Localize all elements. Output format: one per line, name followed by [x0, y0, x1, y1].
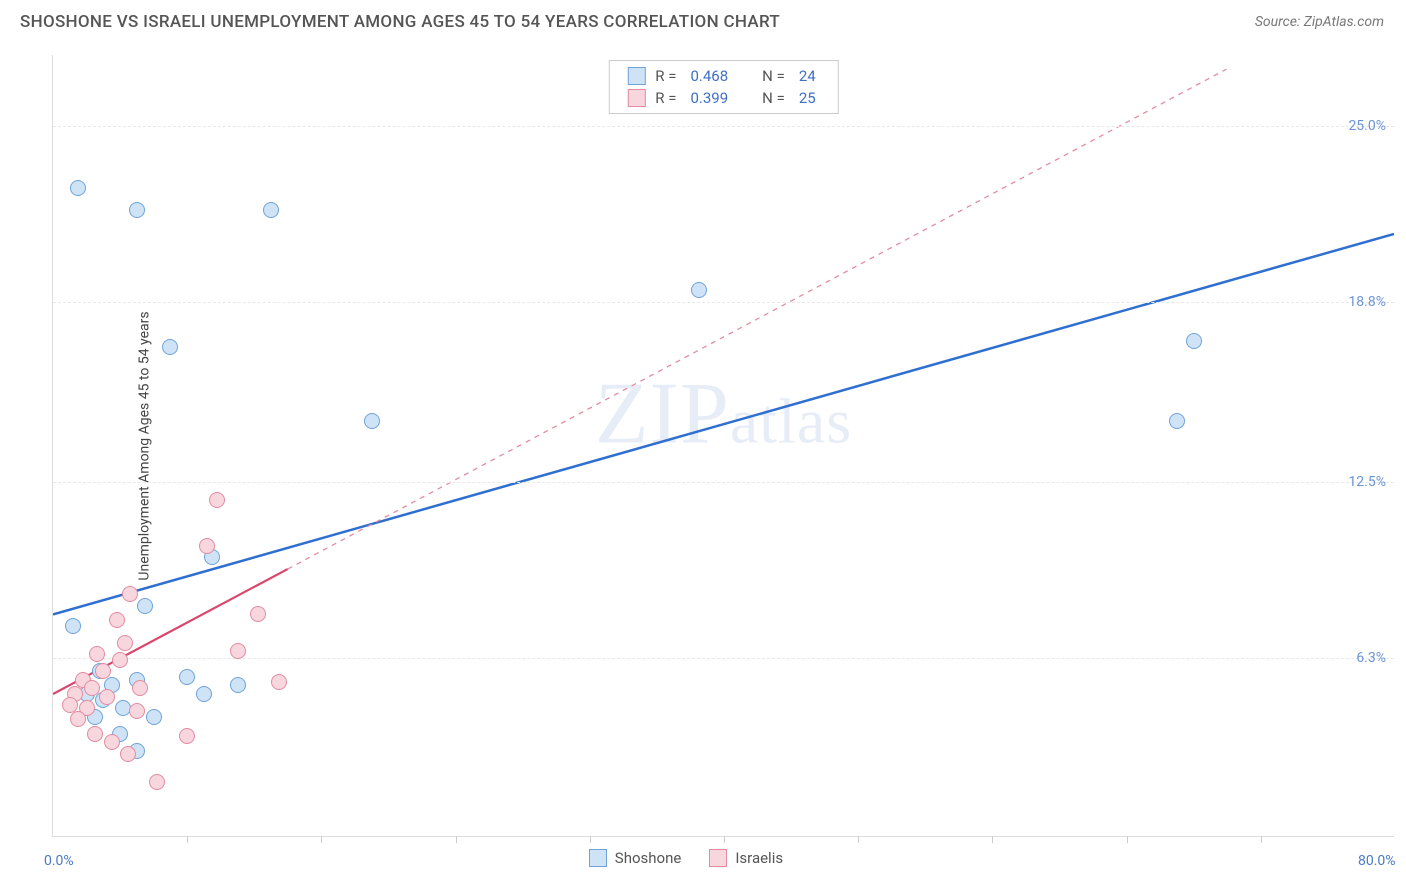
- israelis-point: [179, 728, 195, 744]
- gridline: [53, 482, 1394, 483]
- n-label: N =: [762, 67, 785, 85]
- israelis-point: [199, 538, 215, 554]
- x-tick: [724, 836, 725, 843]
- israelis-point: [120, 746, 136, 762]
- shoshone-point: [162, 339, 178, 355]
- israelis-point: [250, 606, 266, 622]
- legend-stat-row-israelis: R = 0.399 N = 25: [609, 87, 837, 109]
- plot-area: ZIPatlas R = 0.468 N = 24 R = 0.399 N = 25 6.3%…: [52, 55, 1394, 837]
- x-tick: [321, 836, 322, 843]
- x-tick: [1261, 836, 1262, 843]
- source-attribution: Source: ZipAtlas.com: [1255, 14, 1384, 30]
- israelis-swatch: [627, 89, 645, 107]
- y-tick-label: 18.8%: [1348, 294, 1386, 310]
- trend-lines-layer: [53, 55, 1394, 836]
- chart-title: SHOSHONE VS ISRAELI UNEMPLOYMENT AMONG A…: [20, 12, 780, 32]
- y-tick-label: 25.0%: [1348, 118, 1386, 134]
- israelis-point: [149, 774, 165, 790]
- r-label: R =: [655, 67, 676, 85]
- gridline: [53, 126, 1394, 127]
- legend-label: Israelis: [735, 849, 783, 867]
- shoshone-point: [1186, 333, 1202, 349]
- shoshone-point: [691, 282, 707, 298]
- legend-item-israelis: Israelis: [709, 849, 783, 867]
- x-tick: [456, 836, 457, 843]
- x-tick: [1127, 836, 1128, 843]
- israelis-point: [129, 703, 145, 719]
- n-value: 25: [799, 89, 816, 107]
- israelis-point: [230, 643, 246, 659]
- shoshone-point: [1169, 413, 1185, 429]
- r-label: R =: [655, 89, 676, 107]
- israelis-point: [89, 646, 105, 662]
- israelis-point: [99, 689, 115, 705]
- israelis-point: [70, 711, 86, 727]
- israelis-point: [87, 726, 103, 742]
- y-tick-label: 6.3%: [1356, 650, 1386, 666]
- y-tick-label: 12.5%: [1348, 474, 1386, 490]
- israelis-point: [84, 680, 100, 696]
- shoshone-trendline: [53, 234, 1394, 615]
- legend-item-shoshone: Shoshone: [589, 849, 682, 867]
- israelis-trendline-extension: [288, 69, 1227, 569]
- shoshone-point: [364, 413, 380, 429]
- israelis-point: [132, 680, 148, 696]
- series-legend: Shoshone Israelis: [589, 849, 783, 867]
- x-tick: [187, 836, 188, 843]
- x-tick: [858, 836, 859, 843]
- shoshone-point: [179, 669, 195, 685]
- chart-container: SHOSHONE VS ISRAELI UNEMPLOYMENT AMONG A…: [0, 0, 1406, 892]
- shoshone-swatch: [589, 849, 607, 867]
- watermark: ZIPatlas: [595, 364, 852, 465]
- israelis-point: [117, 635, 133, 651]
- israelis-point: [122, 586, 138, 602]
- israelis-point: [209, 492, 225, 508]
- x-axis-min-label: 0.0%: [44, 853, 74, 869]
- shoshone-point: [263, 202, 279, 218]
- n-label: N =: [762, 89, 785, 107]
- x-axis-max-label: 80.0%: [1358, 853, 1396, 869]
- gridline: [53, 302, 1394, 303]
- israelis-point: [104, 734, 120, 750]
- r-value: 0.399: [690, 89, 728, 107]
- gridline: [53, 658, 1394, 659]
- shoshone-point: [129, 202, 145, 218]
- shoshone-point: [70, 180, 86, 196]
- shoshone-point: [230, 677, 246, 693]
- israelis-point: [112, 652, 128, 668]
- r-value: 0.468: [690, 67, 728, 85]
- legend-stat-row-shoshone: R = 0.468 N = 24: [609, 65, 837, 87]
- israelis-swatch: [709, 849, 727, 867]
- shoshone-point: [65, 618, 81, 634]
- shoshone-point: [137, 598, 153, 614]
- n-value: 24: [799, 67, 816, 85]
- israelis-point: [271, 674, 287, 690]
- correlation-legend: R = 0.468 N = 24 R = 0.399 N = 25: [608, 60, 838, 114]
- shoshone-point: [146, 709, 162, 725]
- legend-label: Shoshone: [615, 849, 682, 867]
- shoshone-point: [196, 686, 212, 702]
- israelis-point: [95, 663, 111, 679]
- shoshone-swatch: [627, 67, 645, 85]
- x-tick: [992, 836, 993, 843]
- x-tick: [590, 836, 591, 843]
- israelis-point: [109, 612, 125, 628]
